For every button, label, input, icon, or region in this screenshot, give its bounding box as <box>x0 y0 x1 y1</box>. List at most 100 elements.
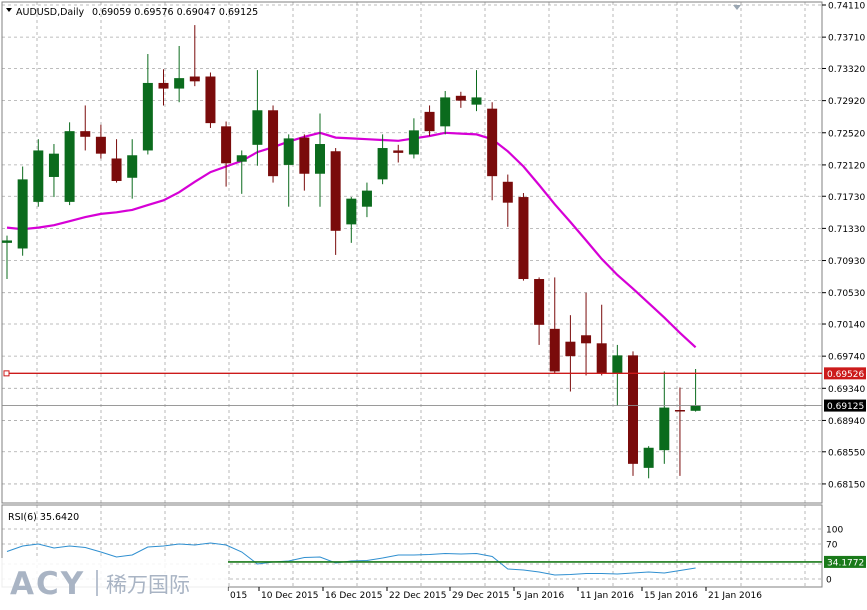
candle-body <box>158 82 169 89</box>
time-tick-label: 15 Jan 2016 <box>644 591 698 601</box>
candle-body <box>189 76 200 82</box>
candle-body <box>455 95 466 101</box>
candle <box>581 292 592 376</box>
acy-logo-watermark: ACY 稀万国际 <box>0 558 228 606</box>
price-tick-label: 0.72120 <box>828 161 865 171</box>
candle <box>158 69 169 106</box>
candle <box>534 277 545 345</box>
shift-marker-icon[interactable] <box>733 5 741 10</box>
candle-body <box>299 137 310 174</box>
candle <box>189 25 200 87</box>
candle <box>659 371 670 464</box>
rsi-level-tag-box <box>824 555 866 568</box>
rsi-line <box>6 542 696 576</box>
candle <box>690 369 701 412</box>
candle <box>440 90 451 135</box>
candle <box>95 124 106 159</box>
candle <box>643 446 654 479</box>
candle-body <box>48 153 59 177</box>
candle-body <box>361 190 372 207</box>
rsi-level-tag-text: 34.1772 <box>827 558 864 568</box>
candle-body <box>659 407 670 451</box>
price-tick-label: 0.73320 <box>828 65 865 75</box>
candle <box>455 91 466 108</box>
candle-body <box>643 447 654 468</box>
moving-average <box>6 131 697 349</box>
candle-body <box>236 155 247 162</box>
candle-body <box>690 405 701 411</box>
candle <box>64 122 75 206</box>
candle <box>674 387 685 476</box>
candle-body <box>127 155 138 178</box>
candle <box>127 139 138 199</box>
candle-body <box>487 108 498 177</box>
candle <box>628 351 638 476</box>
candle-body <box>534 279 545 325</box>
candle <box>596 304 607 376</box>
price-axis: 0.74110 0.73710 0.73320 0.72920 0.72520 0.721… <box>822 2 866 586</box>
candle-body <box>612 355 623 374</box>
time-tick-label: 22 Dec 2015 <box>389 591 447 601</box>
candle-body <box>111 158 122 181</box>
candle-body <box>674 410 685 412</box>
candle <box>48 144 59 198</box>
candle-body <box>174 78 185 89</box>
level-handle[interactable] <box>3 370 10 377</box>
price-tick-label: 0.69340 <box>828 385 865 395</box>
candle-body <box>283 138 294 165</box>
candle-body <box>221 126 232 164</box>
candle-body <box>346 198 357 225</box>
candle <box>33 139 44 207</box>
candle <box>518 193 529 281</box>
candle <box>111 139 122 183</box>
time-axis: 015 10 Dec 2015 16 Dec 2015 22 Dec 2015 29 D… <box>227 587 762 601</box>
candle <box>299 134 310 191</box>
candle <box>502 174 513 227</box>
candle-body <box>330 151 341 231</box>
dropdown-triangle-icon[interactable] <box>6 8 12 12</box>
candle-body <box>565 341 576 357</box>
price-tick-label: 0.71730 <box>828 193 865 203</box>
candle-body <box>80 131 91 137</box>
price-tick-label: 0.69740 <box>828 353 865 363</box>
time-tick-label: 5 Jan 2016 <box>516 591 564 601</box>
candle-body <box>315 144 325 174</box>
candle-body <box>268 110 279 177</box>
candle <box>142 54 153 155</box>
rsi-level-tag: 34.1772 <box>824 555 866 568</box>
chart-frame <box>1 1 823 588</box>
rsi-label: RSI(6) 35.6420 <box>8 512 79 523</box>
candle <box>236 150 247 194</box>
candle-body <box>424 111 435 132</box>
candle-body <box>581 335 592 344</box>
candle-body <box>393 150 404 153</box>
candle <box>549 277 560 374</box>
candle-body <box>377 148 388 180</box>
candle <box>205 72 216 128</box>
candle <box>408 118 419 159</box>
price-tick-label: 0.72520 <box>828 129 865 139</box>
logo-chinese: 稀万国际 <box>106 573 190 597</box>
candle <box>471 70 482 112</box>
candles <box>2 25 701 479</box>
candle-body <box>518 197 529 280</box>
time-tick-label: 11 Jan 2016 <box>580 591 634 601</box>
candle <box>424 105 435 136</box>
symbol-label: AUDUSD,Daily <box>16 7 85 18</box>
candle-body <box>2 240 12 243</box>
candle-body <box>440 97 451 127</box>
candle <box>565 315 576 392</box>
price-tick-label: 0.73710 <box>828 34 865 44</box>
price-lines <box>2 370 822 406</box>
price-tick-label: 0.70140 <box>828 321 865 331</box>
time-tick-label: 21 Jan 2016 <box>708 591 762 601</box>
candle-body <box>17 179 28 249</box>
price-tick-label: 0.74110 <box>828 2 865 12</box>
candle <box>487 102 498 201</box>
candle <box>612 344 623 406</box>
rsi-tick-label: 0 <box>826 576 832 586</box>
ohlc-values: 0.69059 0.69576 0.69047 0.69125 <box>92 7 258 18</box>
grid <box>2 2 822 587</box>
